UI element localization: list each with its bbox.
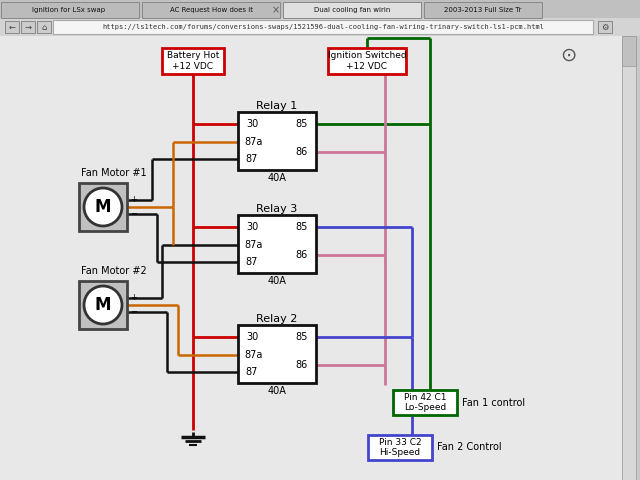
Text: +: + [130,195,137,204]
Bar [53,20,593,34]
Text: 87: 87 [246,257,258,267]
Text: 87: 87 [246,154,258,164]
Text: 40A: 40A [268,386,287,396]
Bar [622,36,636,480]
Text: ⚙: ⚙ [601,23,609,32]
Bar [142,2,280,18]
Bar [0,0,640,18]
Bar [238,215,316,273]
Text: 2003-2013 Full Size Tr: 2003-2013 Full Size Tr [444,7,522,13]
Text: Dual cooling fan wirin: Dual cooling fan wirin [314,7,390,13]
Bar [328,48,406,74]
Text: ←: ← [8,23,15,32]
Text: 85: 85 [296,222,308,232]
Bar [424,2,542,18]
Text: 87a: 87a [245,137,263,147]
Bar [1,2,139,18]
Bar [283,2,421,18]
Text: +: + [130,293,137,302]
Text: 86: 86 [296,250,308,260]
Text: Battery Hot
+12 VDC: Battery Hot +12 VDC [167,51,219,71]
Text: 87a: 87a [245,240,263,250]
Bar [393,390,457,415]
Circle shape [84,286,122,324]
Text: M: M [95,296,111,314]
Text: ⌂: ⌂ [42,23,47,32]
Text: Ignition Switched
+12 VDC: Ignition Switched +12 VDC [328,51,406,71]
Bar [598,21,612,33]
Bar [238,325,316,383]
Text: ⊙: ⊙ [560,46,576,64]
Bar [37,21,51,33]
Text: Pin 42 C1
Lo-Speed: Pin 42 C1 Lo-Speed [404,393,446,412]
Text: 85: 85 [296,332,308,342]
Text: →: → [24,23,31,32]
Text: Relay 1: Relay 1 [257,101,298,111]
Text: 86: 86 [296,360,308,370]
Text: M: M [95,198,111,216]
Text: 40A: 40A [268,276,287,286]
Text: ×: × [272,5,280,15]
Text: 30: 30 [246,222,258,232]
Text: 86: 86 [296,147,308,157]
Text: Ignition for LSx swap: Ignition for LSx swap [32,7,108,13]
Bar [238,112,316,170]
Text: 30: 30 [246,332,258,342]
Text: AC Request How does it: AC Request How does it [170,7,253,13]
Circle shape [84,188,122,226]
Bar [162,48,224,74]
Text: Relay 3: Relay 3 [257,204,298,214]
Bar [368,435,432,460]
Text: 40A: 40A [268,173,287,183]
Text: Pin 33 C2
Hi-Speed: Pin 33 C2 Hi-Speed [379,438,421,457]
Bar [622,36,636,66]
Text: 87a: 87a [245,350,263,360]
Text: Fan Motor #2: Fan Motor #2 [81,266,147,276]
Text: 87: 87 [246,367,258,377]
Text: −: − [130,209,137,218]
Bar [79,183,127,231]
Text: 30: 30 [246,119,258,129]
Text: Fan Motor #1: Fan Motor #1 [81,168,147,178]
Bar [5,21,19,33]
Text: Fan 2 Control: Fan 2 Control [437,443,502,453]
Text: −: − [130,308,137,316]
Text: Fan 1 control: Fan 1 control [462,397,525,408]
Text: 85: 85 [296,119,308,129]
Text: https://ls1tech.com/forums/conversions-swaps/1521596-dual-cooling-fan-wiring-tri: https://ls1tech.com/forums/conversions-s… [102,24,544,30]
Bar [79,281,127,329]
Bar [0,18,640,36]
Text: Relay 2: Relay 2 [256,314,298,324]
Bar [21,21,35,33]
